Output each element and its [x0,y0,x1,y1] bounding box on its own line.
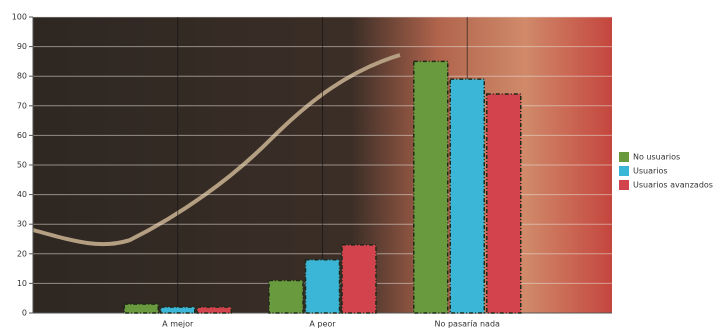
legend-label: Usuarios [633,167,668,176]
bar [123,303,159,314]
x-tick-label: No pasaría nada [435,320,500,329]
legend-swatch [619,180,629,190]
y-tick-label: 40 [17,190,27,199]
legend-label: Usuarios avanzados [633,181,713,190]
bar [268,279,304,314]
y-tick-label: 100 [12,13,27,22]
bar [413,60,449,314]
y-tick-label: 20 [17,249,27,258]
y-tick-label: 10 [17,279,27,288]
rope-decoration [32,53,401,247]
bar [449,78,485,314]
bar [160,306,196,314]
x-tick-label: A peor [309,320,336,329]
bar [486,93,522,314]
legend-swatch [619,166,629,176]
y-tick-label: 60 [17,131,27,140]
legend-swatch [619,152,629,162]
legend-label: No usuarios [633,153,680,162]
y-tick-label: 80 [17,72,27,81]
x-tick-label: A mejor [162,320,194,329]
bar [341,244,377,314]
y-tick-label: 50 [17,161,27,170]
y-tick-label: 70 [17,101,27,110]
bar [196,306,232,314]
y-tick-label: 0 [22,309,27,318]
bar [304,258,341,314]
y-tick-label: 90 [17,42,27,51]
y-tick-label: 30 [17,220,27,229]
